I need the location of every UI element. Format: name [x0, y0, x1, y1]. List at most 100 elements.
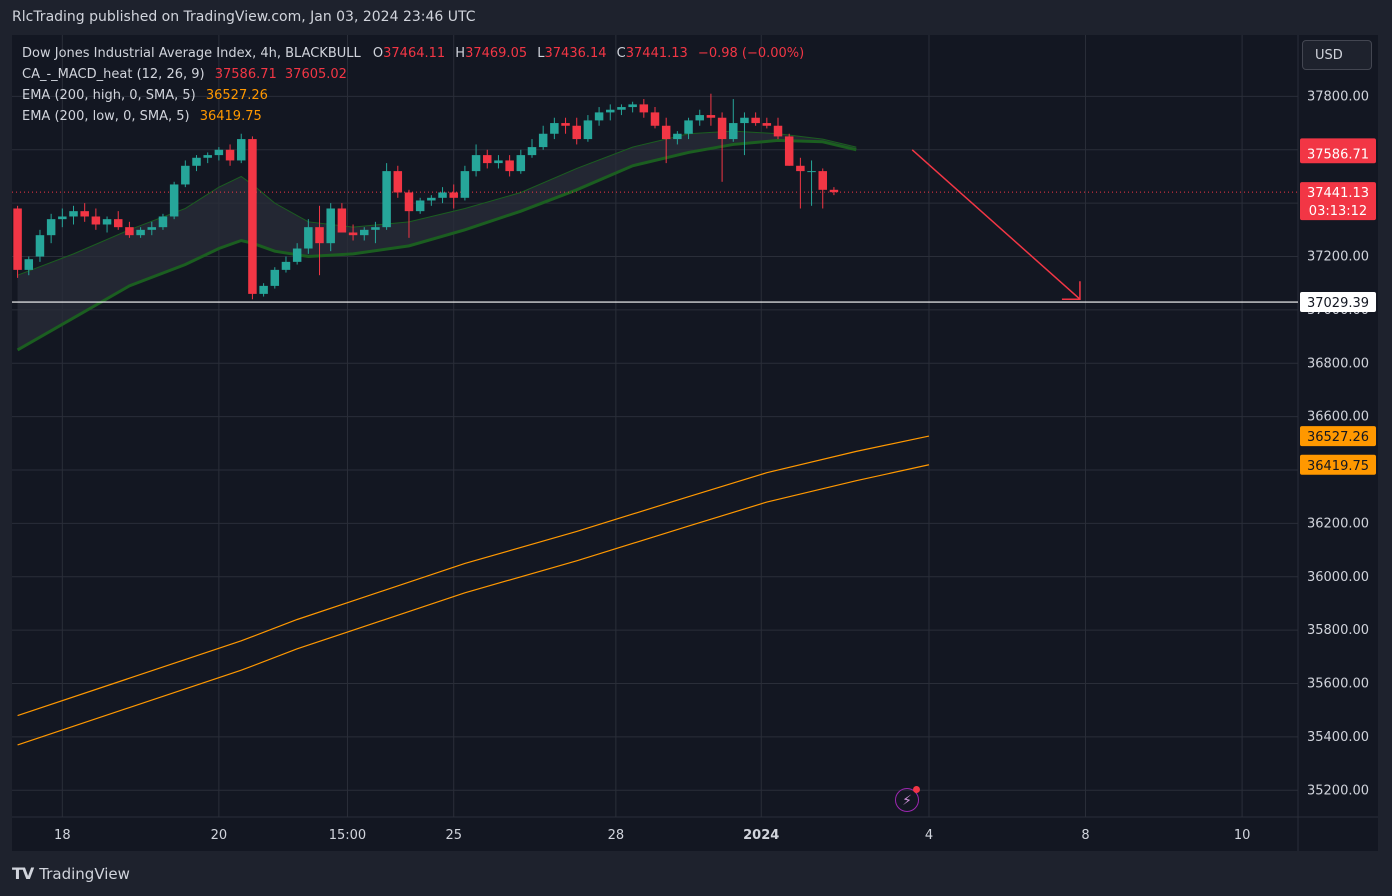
candle-body	[449, 192, 458, 198]
currency-button[interactable]: USD	[1302, 40, 1372, 70]
legend-ema-high[interactable]: EMA (200, high, 0, SMA, 5) 36527.26	[22, 88, 268, 103]
legend-macd-value-1: 37586.71	[214, 67, 277, 82]
candle-body	[684, 120, 693, 134]
candle-body	[46, 219, 56, 236]
candle-body	[695, 115, 704, 121]
candle-body	[348, 232, 358, 236]
candle-body	[628, 104, 637, 108]
candle-body	[181, 165, 190, 185]
footer-brand[interactable]: TV TradingView	[12, 864, 130, 883]
price-tick-label: 35200.00	[1307, 783, 1369, 798]
candle-body	[281, 261, 291, 270]
countdown-text: 03:13:12	[1309, 204, 1367, 219]
legend-ema-low[interactable]: EMA (200, low, 0, SMA, 5) 36419.75	[22, 109, 262, 124]
bolt-icon[interactable]: ⚡	[895, 788, 919, 812]
candle-body	[382, 171, 391, 228]
time-tick-label: 18	[54, 828, 71, 843]
price-label-text: 36527.26	[1307, 430, 1369, 445]
candle-body	[550, 123, 559, 134]
ema-low-line	[17, 464, 930, 746]
candle-body	[483, 155, 492, 164]
arrow-shaft	[911, 149, 1081, 300]
legend-ema-high-value: 36527.26	[205, 88, 268, 103]
candle-body	[69, 211, 78, 217]
legend-change: −0.98 (−0.00%)	[697, 46, 805, 61]
candle-body	[13, 208, 22, 270]
price-tick-label: 37800.00	[1307, 89, 1369, 104]
price-chart[interactable]: 35200.00 35400.00 35600.00 35800.00 36000.00…	[12, 35, 1378, 851]
price-tick-label: 35400.00	[1307, 730, 1369, 745]
candle-body	[516, 155, 526, 172]
candle-body	[192, 157, 201, 166]
candle-body	[706, 115, 716, 118]
candle-body	[594, 112, 604, 121]
candle-body	[427, 197, 436, 201]
time-axis: 18 20 15:00 25 28 2024 4 8 10	[54, 828, 1250, 843]
candle-body	[527, 147, 537, 156]
candle-body	[661, 125, 671, 140]
candle-body	[292, 248, 302, 262]
arrow-head	[1061, 281, 1081, 300]
candle-body	[415, 200, 425, 212]
candle-body	[561, 123, 570, 126]
candle-body	[829, 189, 839, 193]
candle-body	[505, 160, 514, 172]
tradingview-logo-icon: TV	[12, 864, 34, 883]
price-tick-label: 36000.00	[1307, 570, 1369, 585]
price-tick-label: 35600.00	[1307, 677, 1369, 692]
candle-body	[717, 117, 727, 140]
time-tick-label: 20	[211, 828, 228, 843]
footer-brand-name: TradingView	[39, 864, 130, 883]
legend-symbol: Dow Jones Industrial Average Index, 4h, …	[22, 46, 361, 61]
candle-body	[751, 117, 760, 124]
candle-body	[371, 227, 380, 230]
time-tick-label: 2024	[743, 828, 779, 843]
price-label-box	[1300, 426, 1376, 447]
candle-body	[438, 192, 447, 198]
publisher-header: RlcTrading published on TradingView.com,…	[12, 9, 476, 25]
price-label-text: 37441.13	[1307, 186, 1369, 201]
candle-body	[315, 227, 324, 244]
candle-body	[113, 219, 123, 228]
price-tick-label: 36600.00	[1307, 410, 1369, 425]
candle-body	[225, 149, 235, 161]
candle-body	[673, 133, 682, 140]
candle-body	[784, 136, 794, 166]
candle-body	[729, 123, 738, 140]
candle-body	[494, 160, 503, 164]
legend-macd[interactable]: CA_-_MACD_heat (12, 26, 9) 37586.71 3760…	[22, 67, 347, 82]
candle-body	[773, 125, 783, 137]
legend-ema-high-name: EMA (200, high, 0, SMA, 5)	[22, 88, 196, 103]
candle-body	[35, 235, 45, 257]
legend-main[interactable]: Dow Jones Industrial Average Index, 4h, …	[22, 46, 804, 61]
candle-body	[326, 208, 335, 244]
candle-body	[102, 219, 112, 225]
candle-body	[639, 104, 649, 113]
candle-body	[572, 125, 581, 140]
candle-body	[203, 155, 212, 158]
candle-body	[606, 109, 615, 113]
legend-ema-low-value: 36419.75	[199, 109, 262, 124]
candle-body	[762, 123, 772, 126]
candle-body	[248, 139, 257, 294]
candle-body	[337, 208, 347, 233]
candle-body	[24, 259, 34, 270]
price-tick-label: 36200.00	[1307, 516, 1369, 531]
price-label-box	[1300, 454, 1376, 475]
candle-body	[807, 171, 816, 173]
candle-body	[80, 211, 89, 217]
price-label-box	[1300, 292, 1376, 313]
ema-lines	[17, 435, 930, 746]
price-tick-label: 36800.00	[1307, 356, 1369, 371]
price-labels: 37605.0237586.7137441.1303:13:1237029.39…	[1300, 138, 1376, 475]
macd-band-fill	[17, 131, 857, 350]
legend-macd-value-2: 37605.02	[284, 67, 347, 82]
price-label-box	[1300, 182, 1376, 221]
time-tick-label: 4	[925, 828, 933, 843]
candle-body	[147, 227, 157, 230]
price-label-text: 37586.71	[1307, 147, 1369, 162]
candle-body	[404, 192, 414, 212]
price-tick-label: 37200.00	[1307, 250, 1369, 265]
candle-body	[471, 155, 481, 172]
legend-high: 37469.05	[465, 46, 528, 61]
